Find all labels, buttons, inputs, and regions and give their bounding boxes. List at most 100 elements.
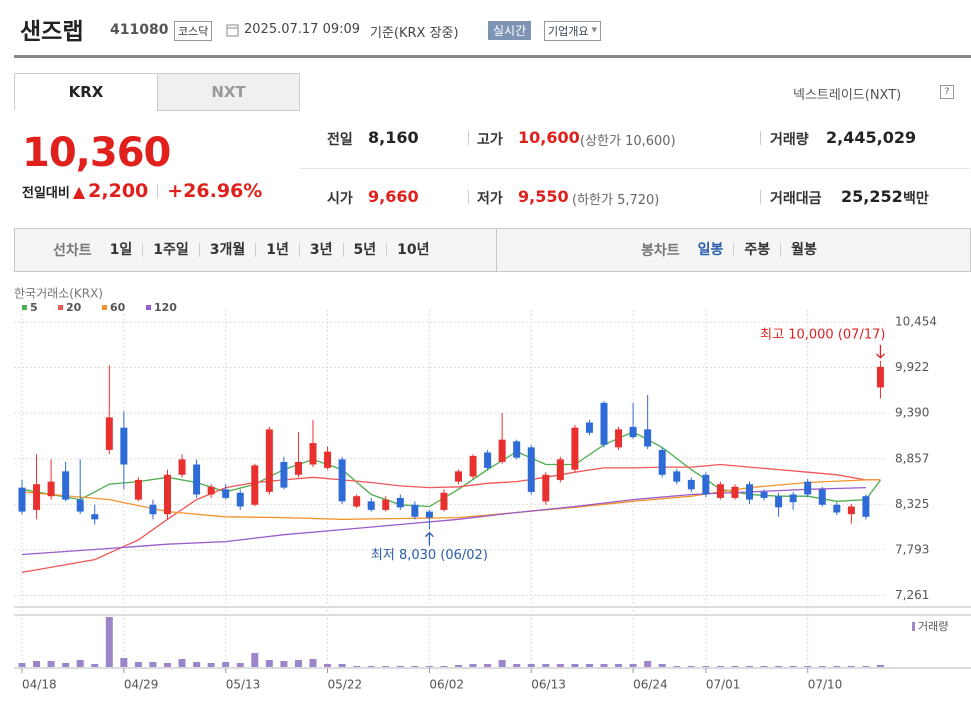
separator: [157, 184, 159, 198]
candle-body: [382, 499, 390, 510]
candle-body: [702, 474, 710, 495]
volume-bar: [644, 661, 652, 667]
stat-value: 8,160: [368, 128, 419, 147]
candle-body: [236, 492, 244, 507]
stock-chart: 한국거래소(KRX) 5 20 60 120 10,454 9,922 9,390 8,857…: [14, 287, 971, 692]
header-rule: [14, 55, 971, 58]
y-tick-label: 9,390: [895, 406, 929, 420]
volume-bar: [62, 663, 70, 667]
volume-legend-label: 거래량: [918, 620, 948, 633]
legend-swatch: [146, 305, 151, 310]
separator: [760, 131, 761, 145]
change-label: 전일대비: [22, 185, 70, 201]
max-annotation: 최고 10,000 (07/17): [760, 327, 885, 342]
candle-body: [760, 491, 768, 498]
volume-bar: [542, 664, 550, 667]
candle-body: [876, 366, 884, 388]
candle-option[interactable]: 일봉: [697, 242, 724, 258]
candle-body: [615, 429, 623, 448]
market-badge: 코스닥: [174, 21, 213, 41]
candle-body: [862, 496, 870, 517]
candle-body: [789, 494, 797, 503]
x-tick-label: 04/18: [22, 678, 57, 692]
stat-label: 전일: [327, 132, 353, 148]
volume-bar: [280, 661, 288, 667]
candle-body: [324, 451, 332, 468]
volume-bar: [469, 664, 477, 667]
candle-body: [62, 471, 70, 500]
legend-swatch: [58, 305, 63, 310]
candle-body: [513, 441, 521, 458]
candle-body: [33, 484, 41, 510]
volume-bar: [658, 664, 666, 667]
separator: [760, 190, 761, 204]
candle-body: [164, 474, 171, 515]
volume-bar: [876, 665, 884, 667]
candle-body: [18, 487, 26, 512]
x-tick-label: 07/10: [808, 678, 843, 692]
volume-bar: [833, 666, 841, 667]
volume-bar: [585, 664, 593, 667]
tab-krx[interactable]: KRX: [14, 73, 158, 110]
candle-body: [527, 447, 535, 492]
candle-body: [120, 427, 128, 465]
volume-bar: [149, 662, 157, 667]
moving-average-line: [21, 431, 882, 508]
period-option[interactable]: 5년: [342, 243, 387, 257]
volume-bar: [251, 653, 259, 667]
dropdown-icon: ▾: [591, 23, 598, 36]
x-tick-label: 06/24: [633, 678, 668, 692]
candle-body: [833, 504, 841, 513]
volume-bar: [338, 664, 346, 667]
y-tick-label: 7,261: [895, 588, 929, 602]
period-option[interactable]: 3개월: [198, 243, 256, 257]
volume-bar: [47, 661, 55, 667]
nxt-link[interactable]: 넥스트레이드(NXT): [793, 88, 902, 103]
candle-body: [105, 417, 113, 450]
datetime: 2025.07.17 09:09: [244, 22, 361, 37]
moving-average-line: [21, 479, 881, 520]
candle-body: [353, 496, 361, 507]
candle-body: [673, 471, 681, 482]
candle-body: [542, 474, 550, 502]
candle-period-list: 일봉 주봉 월봉: [688, 243, 827, 257]
stat-value: 9,660: [368, 187, 419, 206]
candle-body: [440, 492, 448, 510]
volume-bar: [746, 666, 753, 667]
stat-note: (하한가 5,720): [572, 193, 660, 208]
company-button[interactable]: 기업개요 ▾: [544, 21, 602, 41]
candle-body: [280, 461, 288, 488]
period-option[interactable]: 3년: [298, 243, 343, 257]
candle-body: [396, 497, 404, 508]
max-arrow: [875, 344, 885, 359]
candle-chart-label: 봉차트: [641, 243, 680, 259]
tab-nxt[interactable]: NXT: [157, 73, 300, 111]
volume-bar: [207, 663, 215, 667]
candle-body: [644, 429, 652, 447]
candle-body: [585, 422, 593, 433]
candle-body: [134, 479, 142, 500]
candle-body: [47, 481, 55, 497]
separator: [468, 190, 469, 204]
period-option[interactable]: 10년: [386, 243, 439, 257]
candle-body: [309, 443, 317, 465]
volume-bar: [396, 666, 404, 667]
candle-option[interactable]: 월봉: [780, 243, 827, 257]
candle-body: [847, 506, 855, 515]
volume-bar: [105, 617, 113, 667]
candle-body: [556, 459, 564, 480]
help-icon[interactable]: ?: [940, 85, 954, 99]
min-arrow: [424, 531, 434, 546]
volume-bar: [615, 664, 623, 667]
period-option[interactable]: 1일: [109, 242, 133, 258]
volume-bar: [687, 666, 695, 667]
period-bar: 선차트 1일 1주일 3개월 1년 3년 5년 10년 봉차트 일봉 주봉 월봉: [14, 228, 971, 272]
candle-option[interactable]: 주봉: [733, 243, 780, 257]
period-option[interactable]: 1주일: [142, 243, 199, 257]
period-option[interactable]: 1년: [255, 243, 299, 257]
volume-bar: [33, 661, 41, 667]
candle-body: [498, 439, 506, 462]
candle-body: [76, 499, 84, 512]
realtime-button[interactable]: 실시간: [488, 21, 532, 40]
